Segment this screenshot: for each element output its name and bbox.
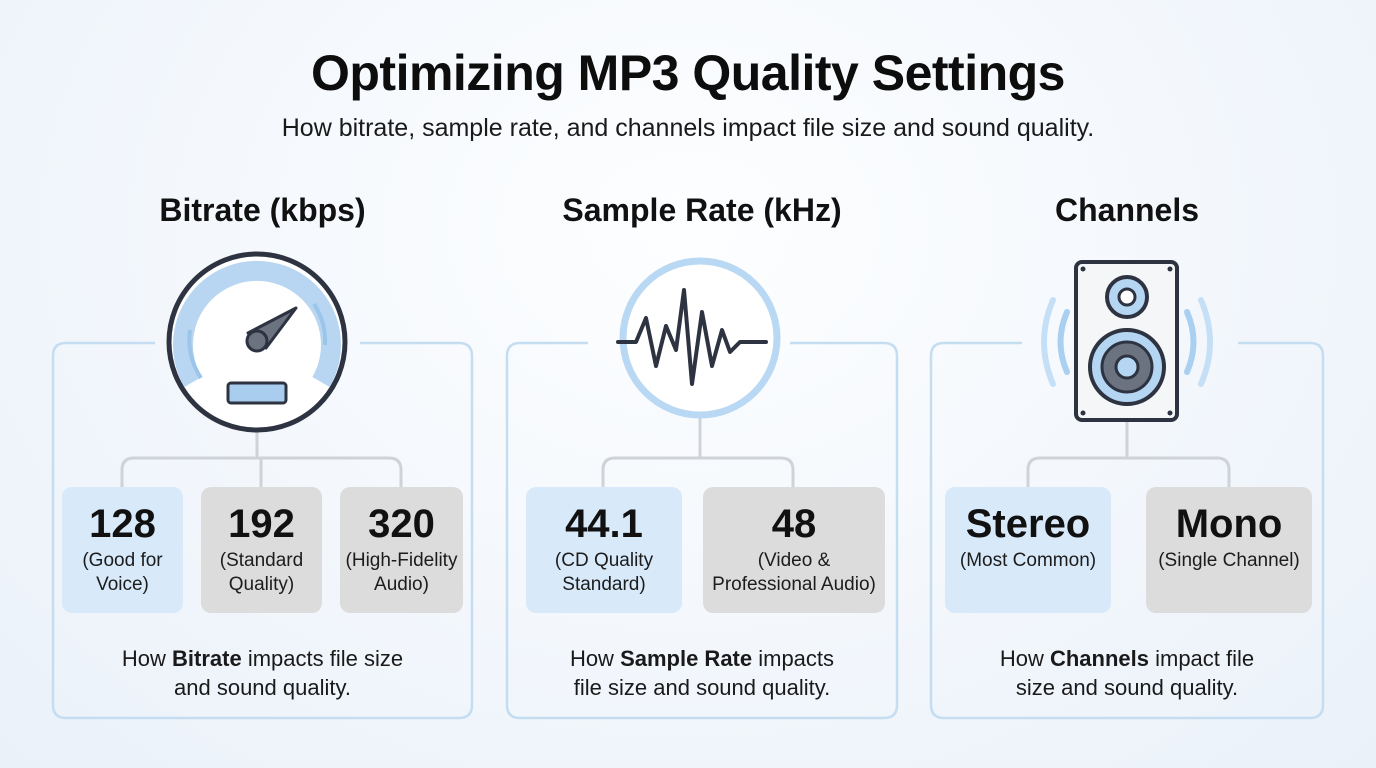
speaker-icon <box>1041 260 1213 422</box>
bitrate-option-320: 320 (High-Fidelity Audio) <box>340 487 463 613</box>
bitrate-caption: How Bitrate impacts file size and sound q… <box>121 646 404 700</box>
channels-option-mono: Mono (Single Channel) <box>1146 487 1312 613</box>
bitrate-option-128: 128 (Good for Voice) <box>62 487 183 613</box>
option-value: 320 <box>368 502 435 546</box>
option-description: (CD Quality Standard) <box>554 550 654 595</box>
waveform-icon <box>616 257 781 419</box>
channels-caption: How Channels impact file size and sound q… <box>999 646 1255 700</box>
option-value: 44.1 <box>565 502 643 546</box>
sample-rate-heading: Sample Rate (kHz) <box>562 192 842 228</box>
option-value: 192 <box>228 502 295 546</box>
sample-rate-panel-frame <box>505 341 899 720</box>
channels-connector <box>1026 420 1231 487</box>
sample-rate-option-48: 48 (Video & Professional Audio) <box>703 487 885 613</box>
sample-rate-connector <box>601 416 795 487</box>
sample-rate-option-44-1: 44.1 (CD Quality Standard) <box>526 487 682 613</box>
channels-panel-frame <box>929 341 1325 720</box>
option-description: (Most Common) <box>959 550 1097 571</box>
channels-heading: Channels <box>1054 192 1200 228</box>
option-description: (High-Fidelity Audio) <box>345 550 458 595</box>
option-description: (Good for Voice) <box>82 550 163 595</box>
option-value: 128 <box>89 502 156 546</box>
option-description: (Single Channel) <box>1158 550 1300 571</box>
bitrate-heading: Bitrate (kbps) <box>159 192 366 228</box>
option-description: (Standard Quality) <box>219 550 304 595</box>
page-subtitle: How bitrate, sample rate, and channels i… <box>281 114 1095 142</box>
option-value: Mono <box>1175 502 1283 546</box>
page-title: Optimizing MP3 Quality Settings <box>310 45 1066 101</box>
sample-rate-caption: How Sample Rate impacts file size and sou… <box>569 646 835 700</box>
channels-option-stereo: Stereo (Most Common) <box>945 487 1111 613</box>
option-value: Stereo <box>965 502 1091 546</box>
option-value: 48 <box>771 502 817 546</box>
option-description: (Video & Professional Audio) <box>712 550 876 595</box>
bitrate-option-192: 192 (Standard Quality) <box>201 487 322 613</box>
bitrate-connector <box>120 430 403 487</box>
bitrate-panel-frame <box>51 341 474 720</box>
speedometer-icon <box>166 251 348 433</box>
